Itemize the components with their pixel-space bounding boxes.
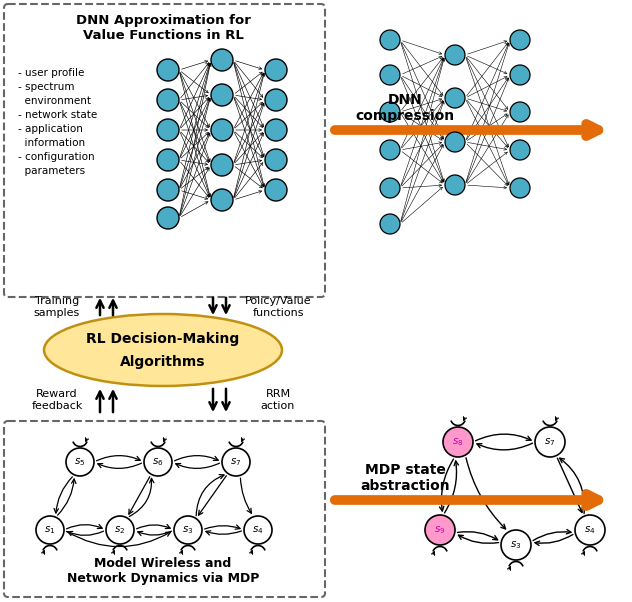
Circle shape <box>445 132 465 152</box>
Text: RRM
action: RRM action <box>261 389 295 411</box>
Circle shape <box>265 119 287 141</box>
Circle shape <box>211 154 233 176</box>
Circle shape <box>380 65 400 85</box>
Circle shape <box>211 84 233 106</box>
Text: $\mathit{s}_3$: $\mathit{s}_3$ <box>510 539 522 551</box>
Text: DNN
compression: DNN compression <box>355 93 454 123</box>
Circle shape <box>501 530 531 560</box>
Circle shape <box>510 140 530 160</box>
Text: Policy/Value
functions: Policy/Value functions <box>245 296 312 318</box>
Circle shape <box>174 516 202 544</box>
Circle shape <box>211 119 233 141</box>
Text: - user profile
- spectrum
  environment
- network state
- application
  informat: - user profile - spectrum environment - … <box>18 68 97 176</box>
Text: Reward
feedback: Reward feedback <box>32 389 83 411</box>
Circle shape <box>510 102 530 122</box>
Circle shape <box>445 88 465 108</box>
Circle shape <box>265 59 287 81</box>
Text: $\mathit{s}_1$: $\mathit{s}_1$ <box>44 524 56 536</box>
Circle shape <box>211 49 233 71</box>
Circle shape <box>265 89 287 111</box>
Circle shape <box>510 30 530 50</box>
Circle shape <box>66 448 94 476</box>
Text: Training
samples: Training samples <box>34 296 80 318</box>
Text: Model Wireless and
Network Dynamics via MDP: Model Wireless and Network Dynamics via … <box>67 557 259 585</box>
Circle shape <box>244 516 272 544</box>
Text: RL Decision-Making: RL Decision-Making <box>87 332 240 346</box>
Text: $\mathit{s}_7$: $\mathit{s}_7$ <box>544 436 556 448</box>
Circle shape <box>380 102 400 122</box>
Circle shape <box>222 448 250 476</box>
Circle shape <box>211 189 233 211</box>
Text: $\mathit{s}_2$: $\mathit{s}_2$ <box>114 524 126 536</box>
Circle shape <box>380 140 400 160</box>
Text: $\mathit{s}_4$: $\mathit{s}_4$ <box>252 524 264 536</box>
FancyBboxPatch shape <box>4 4 325 297</box>
Text: $\mathit{s}_8$: $\mathit{s}_8$ <box>453 436 464 448</box>
Circle shape <box>445 175 465 195</box>
Text: $\mathit{s}_3$: $\mathit{s}_3$ <box>182 524 194 536</box>
Circle shape <box>106 516 134 544</box>
Circle shape <box>265 149 287 171</box>
Text: MDP state
abstraction: MDP state abstraction <box>360 463 450 493</box>
Text: $\mathit{s}_9$: $\mathit{s}_9$ <box>434 524 446 536</box>
Text: $\mathit{s}_7$: $\mathit{s}_7$ <box>230 456 241 468</box>
Text: $\mathit{s}_4$: $\mathit{s}_4$ <box>584 524 596 536</box>
Circle shape <box>157 89 179 111</box>
Circle shape <box>144 448 172 476</box>
Circle shape <box>380 30 400 50</box>
Circle shape <box>380 214 400 234</box>
Text: $\mathit{s}_5$: $\mathit{s}_5$ <box>75 456 86 468</box>
Circle shape <box>157 207 179 229</box>
FancyBboxPatch shape <box>4 421 325 597</box>
Circle shape <box>425 515 455 545</box>
Circle shape <box>510 178 530 198</box>
Text: DNN Approximation for
Value Functions in RL: DNN Approximation for Value Functions in… <box>76 14 250 42</box>
Circle shape <box>380 178 400 198</box>
Circle shape <box>575 515 605 545</box>
Circle shape <box>157 149 179 171</box>
Circle shape <box>157 119 179 141</box>
Circle shape <box>445 45 465 65</box>
Circle shape <box>535 427 565 457</box>
Circle shape <box>157 59 179 81</box>
Text: Algorithms: Algorithms <box>120 355 206 369</box>
Circle shape <box>36 516 64 544</box>
Circle shape <box>157 179 179 201</box>
Circle shape <box>443 427 473 457</box>
Text: $\mathit{s}_6$: $\mathit{s}_6$ <box>152 456 164 468</box>
Ellipse shape <box>44 314 282 386</box>
Circle shape <box>265 179 287 201</box>
Circle shape <box>510 65 530 85</box>
